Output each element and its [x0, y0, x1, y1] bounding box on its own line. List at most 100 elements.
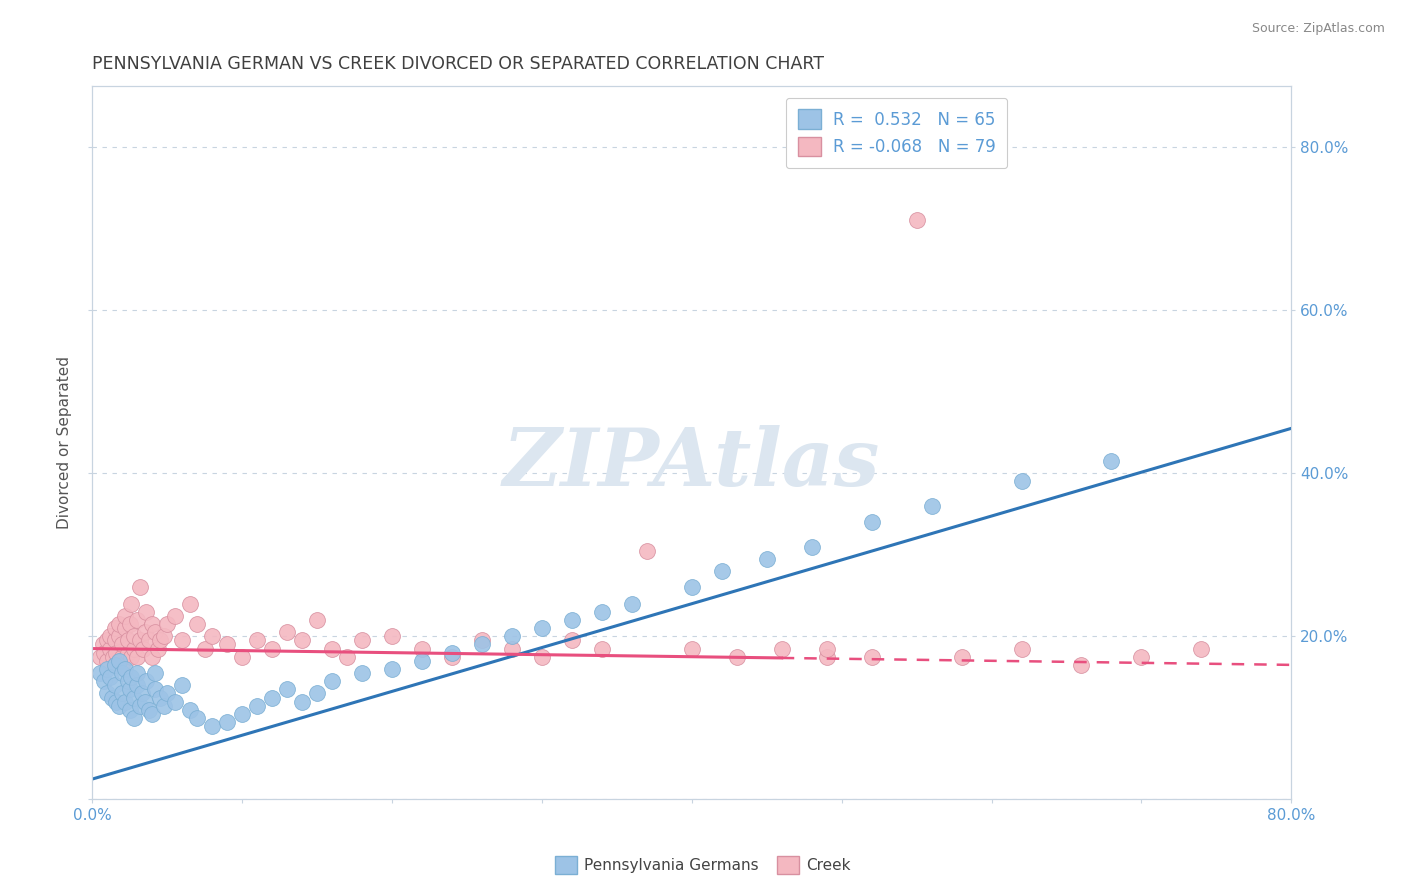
Point	[1130, 649, 1153, 664]
Point	[127, 666, 149, 681]
Point	[681, 581, 703, 595]
Point	[134, 625, 156, 640]
Point	[561, 613, 583, 627]
Point	[120, 670, 142, 684]
Point	[118, 617, 141, 632]
Point	[127, 613, 149, 627]
Point	[321, 641, 343, 656]
Point	[246, 698, 269, 713]
Point	[156, 617, 179, 632]
Point	[103, 649, 125, 664]
Point	[725, 649, 748, 664]
Point	[163, 609, 186, 624]
Point	[127, 649, 149, 664]
Point	[143, 625, 166, 640]
Point	[117, 674, 139, 689]
Point	[114, 621, 136, 635]
Point	[105, 646, 128, 660]
Point	[104, 621, 127, 635]
Point	[89, 666, 111, 681]
Point	[530, 649, 553, 664]
Point	[98, 641, 121, 656]
Point	[905, 213, 928, 227]
Point	[96, 633, 118, 648]
Point	[950, 649, 973, 664]
Point	[636, 543, 658, 558]
Point	[149, 690, 172, 705]
Point	[1189, 641, 1212, 656]
Point	[135, 674, 157, 689]
Point	[96, 654, 118, 668]
Point	[124, 629, 146, 643]
Point	[172, 678, 194, 692]
Point	[127, 678, 149, 692]
Point	[114, 662, 136, 676]
Text: ZIPAtlas: ZIPAtlas	[503, 425, 880, 503]
Point	[172, 633, 194, 648]
Point	[591, 605, 613, 619]
Point	[411, 641, 433, 656]
Point	[104, 633, 127, 648]
Point	[755, 552, 778, 566]
Point	[104, 678, 127, 692]
Point	[201, 629, 224, 643]
Point	[108, 629, 131, 643]
Point	[921, 499, 943, 513]
Point	[710, 564, 733, 578]
Point	[156, 686, 179, 700]
Point	[114, 695, 136, 709]
Point	[381, 629, 404, 643]
Point	[138, 703, 160, 717]
Point	[471, 638, 494, 652]
Point	[231, 706, 253, 721]
Point	[124, 690, 146, 705]
Point	[163, 695, 186, 709]
Point	[143, 682, 166, 697]
Point	[179, 703, 201, 717]
Point	[108, 654, 131, 668]
Point	[134, 695, 156, 709]
Point	[440, 646, 463, 660]
Point	[262, 641, 284, 656]
Point	[104, 657, 127, 672]
Point	[117, 646, 139, 660]
Point	[124, 641, 146, 656]
Point	[291, 695, 314, 709]
Point	[620, 597, 643, 611]
Point	[98, 670, 121, 684]
Point	[111, 649, 134, 664]
Point	[153, 698, 176, 713]
Point	[108, 654, 131, 668]
Point	[591, 641, 613, 656]
Point	[194, 641, 217, 656]
Point	[138, 633, 160, 648]
Point	[231, 649, 253, 664]
Point	[129, 633, 152, 648]
Point	[440, 649, 463, 664]
Point	[561, 633, 583, 648]
Point	[143, 666, 166, 681]
Point	[129, 581, 152, 595]
Legend: R =  0.532   N = 65, R = -0.068   N = 79: R = 0.532 N = 65, R = -0.068 N = 79	[786, 98, 1007, 168]
Point	[105, 695, 128, 709]
Point	[118, 682, 141, 697]
Point	[141, 649, 163, 664]
Point	[91, 638, 114, 652]
Point	[96, 686, 118, 700]
Point	[246, 633, 269, 648]
Point	[381, 662, 404, 676]
Point	[153, 629, 176, 643]
Point	[321, 674, 343, 689]
Point	[118, 703, 141, 717]
Point	[201, 719, 224, 733]
Point	[276, 682, 298, 697]
Point	[336, 649, 359, 664]
Point	[89, 649, 111, 664]
Point	[124, 711, 146, 725]
Point	[141, 617, 163, 632]
Point	[186, 617, 208, 632]
Point	[1011, 641, 1033, 656]
Point	[111, 657, 134, 672]
Point	[307, 686, 329, 700]
Point	[1070, 657, 1092, 672]
